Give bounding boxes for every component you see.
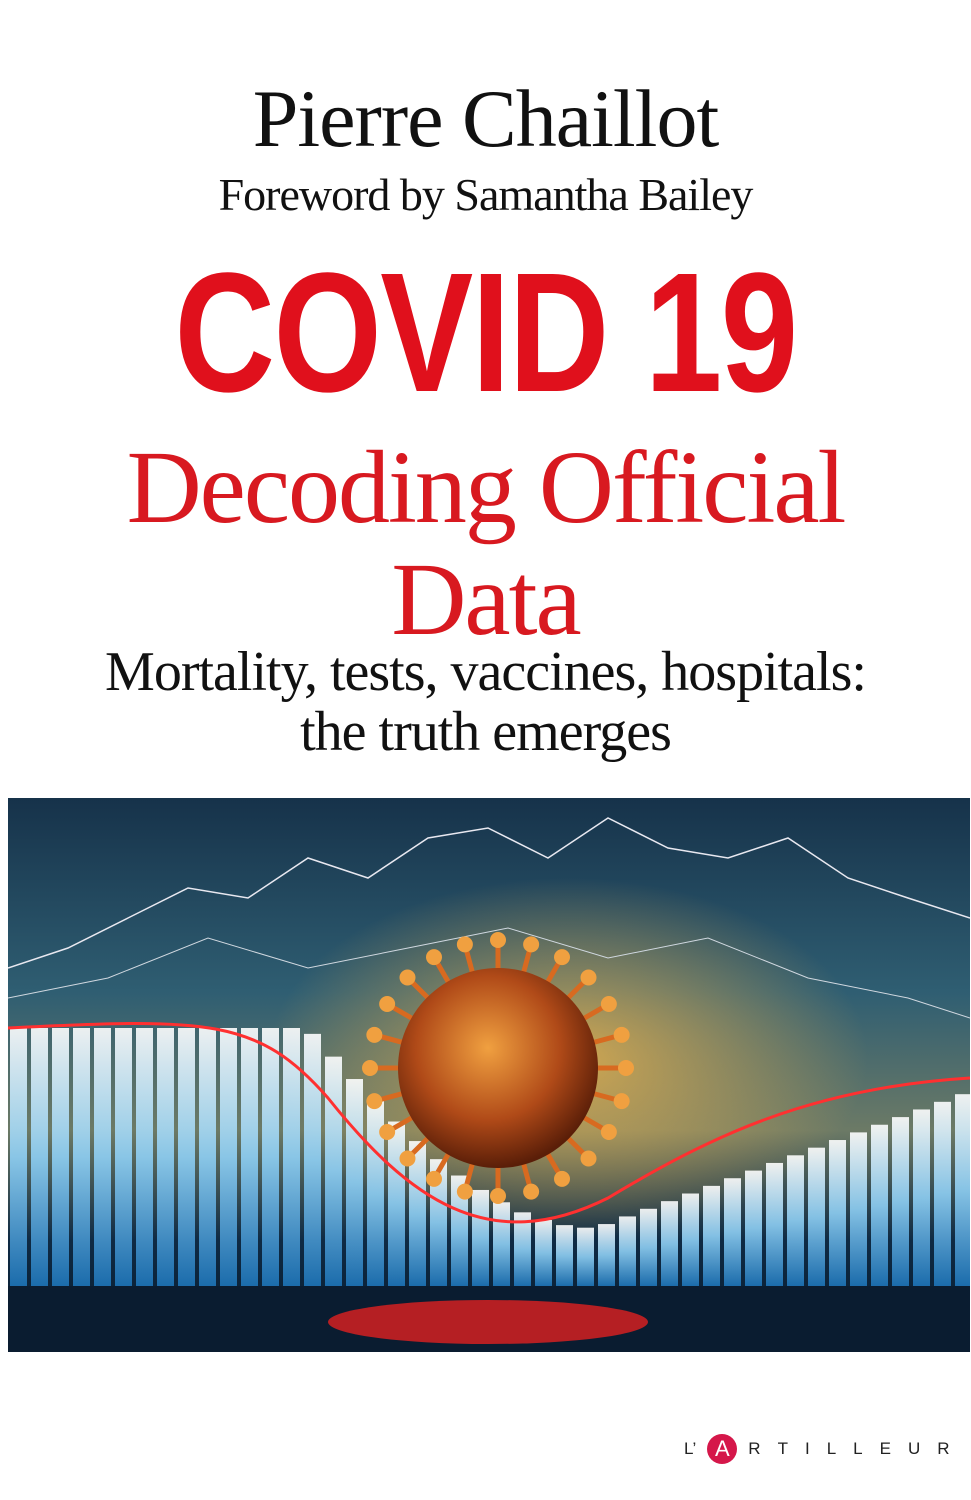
decorative-bar [325,1056,342,1286]
cover-illustration [8,798,970,1352]
book-title: COVID 19 [174,238,798,428]
virus-spike-tip [523,936,540,953]
decorative-bar [598,1224,615,1286]
virus-spike-tip [554,1170,570,1187]
virus-spike-tip [456,1183,473,1200]
virus-spike-tip [523,1183,540,1200]
decorative-bar [829,1140,846,1286]
decorative-bar [724,1178,741,1286]
decorative-bar [787,1155,804,1286]
decorative-bar [199,1028,216,1286]
virus-illustration [362,932,634,1204]
subtitle-line-1: Decoding Official [126,430,847,545]
decorative-bar [577,1227,594,1286]
decorative-bar [892,1117,909,1286]
publisher-logo-circle: A [707,1434,738,1464]
decorative-bar [808,1147,825,1286]
publisher-letter: L [853,1439,863,1458]
decorative-bar [94,1028,111,1286]
foreword-credit: Foreword by Samantha Bailey [218,169,754,220]
decorative-bar [745,1170,762,1286]
red-glow-bottom [328,1300,648,1344]
virus-spike-tip [490,1188,506,1204]
publisher-letter: T [777,1439,788,1458]
publisher-prefix: L’ [684,1439,697,1458]
virus-spike-tip [490,932,506,948]
virus-spike-tip [600,1124,617,1140]
virus-spike-tip [399,1150,416,1167]
virus-spike-tip [580,1150,597,1167]
virus-spike-tip [618,1060,634,1076]
publisher-logo: L’ A R T I L L E U R [684,1434,950,1464]
decorative-bar [766,1162,783,1286]
decorative-bar [346,1079,363,1286]
decorative-bar [388,1121,405,1286]
virus-spike-tip [426,1170,442,1187]
virus-spike-tip [456,936,473,953]
decorative-bar [871,1124,888,1286]
virus-spike-tip [580,969,597,986]
virus-spike-tip [366,1026,383,1043]
virus-spike-tip [366,1093,383,1110]
decorative-bar [283,1028,300,1286]
decorative-bar [934,1101,951,1286]
virus-spike-tip [613,1093,630,1110]
decorative-bar [514,1212,531,1286]
decorative-bar [52,1028,69,1286]
tagline-line-2: the truth emerges [300,701,672,763]
decorative-bar [682,1193,699,1286]
decorative-bar [451,1175,468,1286]
publisher-letter: L [826,1439,837,1458]
decorative-bar [619,1216,636,1286]
white-trend-line [8,817,970,969]
decorative-bar [73,1028,90,1286]
tagline-line-1: Mortality, tests, vaccines, hospitals: [105,641,867,703]
white-trend-line-2 [8,927,970,1019]
author-name: Pierre Chaillot [252,73,720,164]
virus-spike-tip [613,1026,630,1043]
decorative-bar [178,1028,195,1286]
decorative-bar [409,1141,426,1286]
decorative-bar [535,1219,552,1286]
virus-spike-tip [379,996,396,1012]
virus-spike-tip [426,949,442,966]
decorative-bar [241,1028,258,1286]
publisher-letter: E [879,1439,891,1458]
virus-body [398,968,598,1168]
decorative-bar [304,1033,321,1286]
decorative-bar [10,1028,27,1286]
decorative-bar [262,1028,279,1286]
virus-spike-tip [399,969,416,986]
publisher-letter: R [937,1439,950,1458]
decorative-bar [556,1225,573,1286]
virus-spike-tip [554,949,570,966]
decorative-bar [220,1028,237,1286]
decorative-bar [430,1159,447,1286]
decorative-bar [472,1189,489,1286]
decorative-bar [955,1094,970,1286]
decorative-bar [850,1132,867,1286]
decorative-bar [640,1208,657,1286]
decorative-bar [115,1028,132,1286]
publisher-letter: R [748,1439,761,1458]
decorative-bar [31,1028,48,1286]
subtitle-line-2: Data [391,542,581,657]
publisher-letter: I [804,1439,810,1458]
virus-spike-tip [362,1060,378,1076]
decorative-bar [157,1028,174,1286]
red-curve [8,1021,970,1224]
decorative-bar [661,1201,678,1286]
virus-spike-tip [379,1124,396,1140]
decorative-bar [703,1185,720,1286]
virus-spike-tip [600,996,617,1012]
publisher-letter: U [907,1439,921,1458]
decorative-bar [913,1109,930,1286]
decorative-bar [136,1028,153,1286]
decorative-bar [493,1202,510,1286]
